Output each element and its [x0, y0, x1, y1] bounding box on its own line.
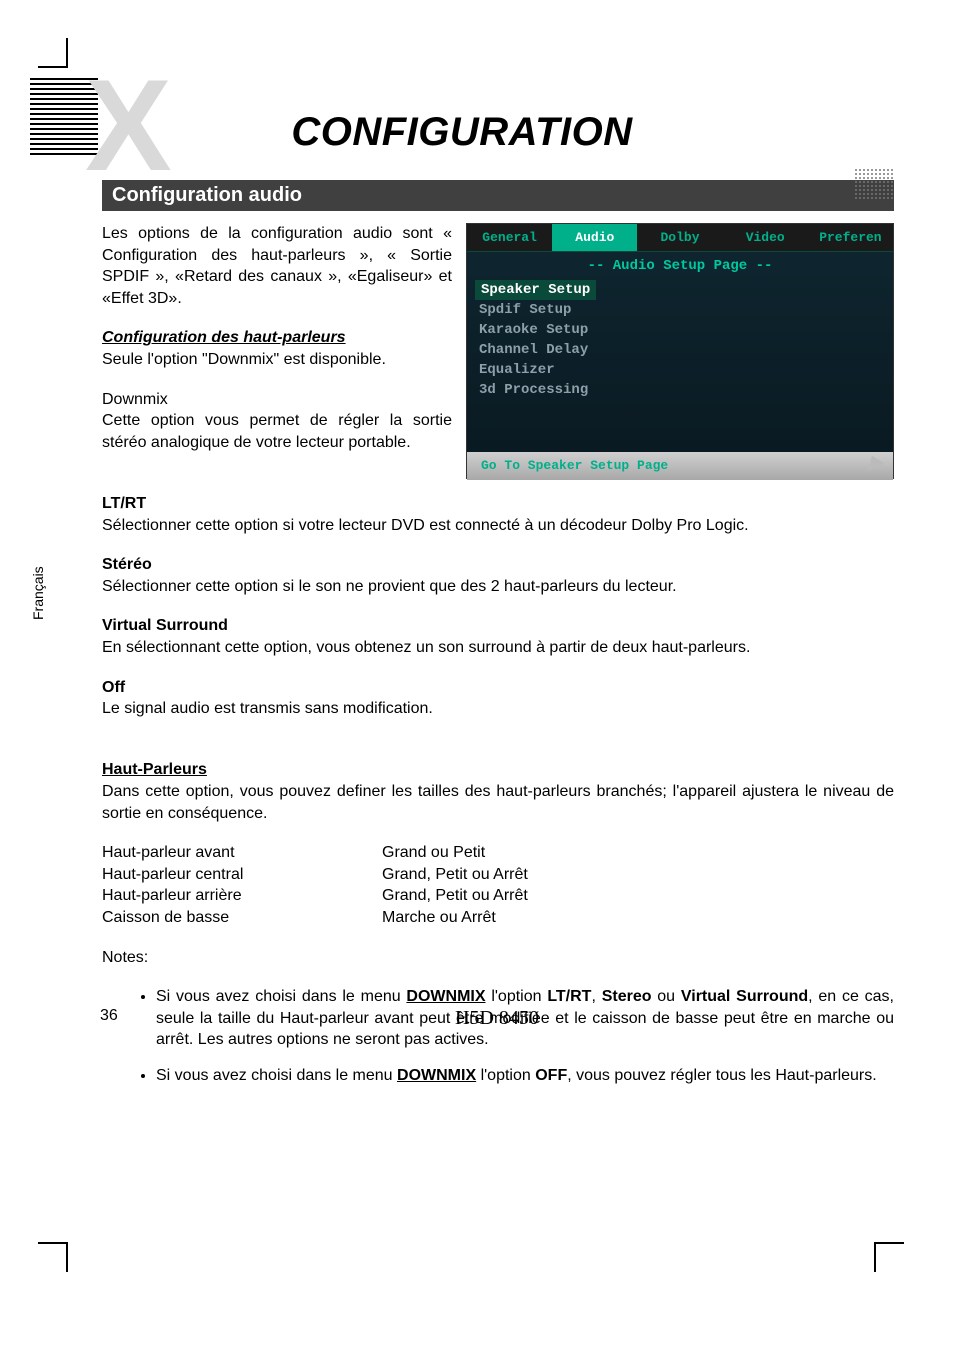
osd-item-channel-delay: Channel Delay	[475, 340, 885, 360]
subheading-config-hp: Configuration des haut-parleurs	[102, 329, 346, 346]
heading-ltrt: LT/RT	[102, 495, 146, 512]
table-cell: Haut-parleur arrière	[102, 885, 382, 907]
osd-tab-dolby: Dolby	[637, 224, 722, 252]
text: Cette option vous permet de régler la so…	[102, 410, 452, 453]
text: Sélectionner cette option si le son ne p…	[102, 578, 677, 595]
text-bold: DOWNMIX	[397, 1067, 476, 1084]
text-bold: OFF	[535, 1067, 567, 1084]
page-footer: 36 H5D 8450	[100, 1007, 894, 1030]
crop-mark	[874, 1242, 904, 1272]
table-cell: Caisson de basse	[102, 907, 382, 929]
text: Dans cette option, vous pouvez definer l…	[102, 781, 894, 824]
text: Si vous avez choisi dans le menu	[156, 988, 406, 1005]
table-cell: Marche ou Arrêt	[382, 907, 894, 929]
text: Si vous avez choisi dans le menu	[156, 1067, 397, 1084]
intro-paragraph: Les options de la configuration audio so…	[102, 223, 452, 309]
speaker-table: Haut-parleur avant Grand ou Petit Haut-p…	[102, 842, 894, 928]
text: Le signal audio est transmis sans modifi…	[102, 700, 433, 717]
page-number: 36	[100, 1007, 180, 1030]
osd-screenshot: General Audio Dolby Video Preferen -- Au…	[466, 223, 894, 479]
text-bold: LT/RT	[547, 988, 591, 1005]
text-bold: DOWNMIX	[406, 988, 485, 1005]
text-bold: Stereo	[602, 988, 652, 1005]
osd-logo: ▶	[869, 448, 883, 476]
table-cell: Grand, Petit ou Arrêt	[382, 864, 894, 886]
osd-item-speaker-setup: Speaker Setup	[475, 280, 596, 300]
text: En sélectionnant cette option, vous obte…	[102, 639, 750, 656]
text-bold: Virtual Surround	[681, 988, 808, 1005]
osd-item-spdif-setup: Spdif Setup	[475, 300, 885, 320]
osd-footer: Go To Speaker Setup Page ▶	[467, 452, 893, 480]
osd-header: -- Audio Setup Page --	[475, 256, 885, 280]
heading-haut-parleurs: Haut-Parleurs	[102, 761, 207, 778]
model-label: H5D 8450	[180, 1007, 814, 1030]
subheading-downmix: Downmix	[102, 391, 168, 408]
text: l'option	[486, 988, 548, 1005]
decorative-x-icon: X	[85, 60, 172, 190]
osd-tab-video: Video	[723, 224, 808, 252]
text: , vous pouvez régler tous les Haut-parle…	[567, 1067, 876, 1084]
osd-tab-audio: Audio	[552, 224, 637, 252]
text: l'option	[476, 1067, 535, 1084]
table-cell: Grand ou Petit	[382, 842, 894, 864]
intro-text: Les options de la configuration audio so…	[102, 223, 452, 471]
text: ,	[591, 988, 601, 1005]
list-item: Si vous avez choisi dans le menu DOWNMIX…	[156, 1065, 894, 1087]
notes-list: Si vous avez choisi dans le menu DOWNMIX…	[102, 986, 894, 1086]
heading-off: Off	[102, 679, 125, 696]
language-label: Français	[30, 566, 46, 620]
osd-item-equalizer: Equalizer	[475, 360, 885, 380]
osd-item-3d-processing: 3d Processing	[475, 380, 885, 400]
text: Seule l'option "Downmix" est disponible.	[102, 351, 386, 368]
osd-tabs: General Audio Dolby Video Preferen	[467, 224, 893, 252]
osd-footer-text: Go To Speaker Setup Page	[481, 458, 668, 473]
heading-virtual-surround: Virtual Surround	[102, 617, 228, 634]
table-cell: Haut-parleur central	[102, 864, 382, 886]
osd-tab-general: General	[467, 224, 552, 252]
osd-tab-preferen: Preferen	[808, 224, 893, 252]
heading-stereo: Stéréo	[102, 556, 152, 573]
table-cell: Haut-parleur avant	[102, 842, 382, 864]
section-heading: Configuration audio	[102, 180, 894, 211]
text: ou	[651, 988, 680, 1005]
osd-panel: -- Audio Setup Page -- Speaker Setup Spd…	[467, 252, 893, 452]
osd-item-karaoke-setup: Karaoke Setup	[475, 320, 885, 340]
text: Sélectionner cette option si votre lecte…	[102, 517, 749, 534]
notes-label: Notes:	[102, 947, 894, 969]
decorative-dots	[854, 168, 894, 200]
crop-mark	[38, 1242, 68, 1272]
body-text: LT/RT Sélectionner cette option si votre…	[102, 493, 894, 1086]
table-cell: Grand, Petit ou Arrêt	[382, 885, 894, 907]
